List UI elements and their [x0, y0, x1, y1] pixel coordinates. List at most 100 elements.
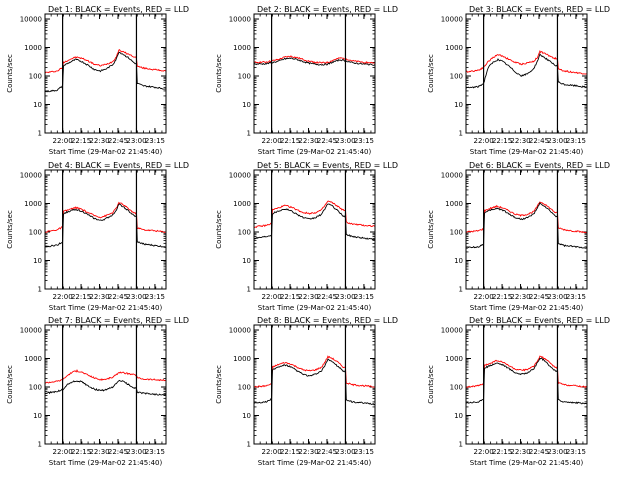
x-axis-label: Start Time (29-Mar-02 21:45:40) — [49, 459, 163, 467]
lld-series-line — [254, 200, 375, 228]
plot-area — [254, 55, 375, 66]
x-tick-label: 22:30 — [298, 448, 318, 456]
x-tick-label: 22:00 — [53, 448, 73, 456]
y-tick-label: 10000 — [229, 172, 251, 180]
y-tick-label: 100 — [238, 229, 251, 237]
x-tick-label: 22:00 — [53, 293, 73, 301]
x-tick-label: 22:45 — [108, 293, 128, 301]
plot-frame — [44, 169, 167, 290]
x-tick-label: 22:45 — [529, 137, 549, 145]
plot-frame — [253, 169, 376, 290]
x-tick-label: 23:15 — [354, 448, 374, 456]
plot-area — [45, 201, 166, 249]
y-tick-label: 10000 — [441, 327, 463, 335]
x-tick-label: 23:00 — [547, 448, 567, 456]
y-axis-label: Counts/sec — [427, 54, 435, 93]
chart-panel: Det 8: BLACK = Events, RED = LLD Counts/s… — [215, 316, 398, 467]
chart-title: Det 6: BLACK = Events, RED = LLD — [469, 161, 610, 170]
chart-title: Det 9: BLACK = Events, RED = LLD — [469, 316, 610, 325]
lld-series-line — [466, 49, 587, 75]
y-tick-label: 10 — [454, 412, 463, 420]
x-tick-label: 22:00 — [474, 137, 494, 145]
plot-area — [254, 355, 375, 406]
x-tick-label: 23:00 — [126, 448, 146, 456]
plot-area — [466, 49, 587, 89]
x-tick-label: 23:00 — [547, 293, 567, 301]
x-tick-label: 23:15 — [354, 137, 374, 145]
y-tick-label: 1000 — [24, 44, 42, 52]
x-tick-label: 22:30 — [510, 137, 530, 145]
x-tick-label: 22:15 — [71, 448, 91, 456]
lld-series-line — [45, 201, 166, 234]
y-tick-label: 10 — [454, 257, 463, 265]
events-series-line — [45, 203, 166, 249]
y-tick-label: 10000 — [20, 327, 42, 335]
y-tick-label: 1000 — [445, 355, 463, 363]
lld-series-line — [254, 355, 375, 388]
y-tick-label: 1000 — [445, 44, 463, 52]
x-tick-label: 22:00 — [474, 448, 494, 456]
plot-frame — [44, 13, 167, 134]
lld-series-line — [254, 55, 375, 64]
chart-panel: Det 1: BLACK = Events, RED = LLD Counts/s… — [6, 5, 189, 156]
y-tick-label: 100 — [29, 384, 42, 392]
y-tick-label: 100 — [29, 229, 42, 237]
y-tick-label: 1 — [459, 130, 463, 138]
x-axis-label: Start Time (29-Mar-02 21:45:40) — [49, 148, 163, 156]
x-tick-label: 22:30 — [89, 448, 109, 456]
lld-series-line — [45, 369, 166, 384]
y-tick-label: 10 — [33, 101, 42, 109]
y-tick-label: 1 — [459, 441, 463, 449]
x-tick-label: 23:00 — [126, 137, 146, 145]
x-tick-label: 22:30 — [89, 293, 109, 301]
x-tick-label: 23:15 — [566, 293, 586, 301]
y-tick-label: 10 — [242, 412, 251, 420]
chart-title: Det 2: BLACK = Events, RED = LLD — [257, 5, 398, 14]
events-series-line — [254, 358, 375, 406]
y-tick-label: 1000 — [445, 200, 463, 208]
y-tick-label: 1 — [247, 286, 251, 294]
y-axis-label: Counts/sec — [6, 365, 14, 404]
x-tick-label: 22:00 — [262, 448, 282, 456]
y-tick-label: 10000 — [20, 172, 42, 180]
y-axis-label: Counts/sec — [6, 54, 14, 93]
y-tick-label: 1000 — [233, 200, 251, 208]
chart-title: Det 4: BLACK = Events, RED = LLD — [48, 161, 189, 170]
events-series-line — [466, 357, 587, 405]
y-tick-label: 10 — [454, 101, 463, 109]
x-tick-label: 23:15 — [145, 137, 165, 145]
x-tick-label: 23:00 — [126, 293, 146, 301]
x-tick-label: 22:00 — [262, 293, 282, 301]
events-series-line — [45, 379, 166, 396]
chart-title: Det 5: BLACK = Events, RED = LLD — [257, 161, 398, 170]
y-tick-label: 1 — [38, 441, 42, 449]
x-tick-label: 22:45 — [317, 137, 337, 145]
x-axis-label: Start Time (29-Mar-02 21:45:40) — [470, 148, 584, 156]
chart-panel: Det 2: BLACK = Events, RED = LLD Counts/s… — [215, 5, 398, 156]
y-tick-label: 100 — [450, 229, 463, 237]
y-tick-label: 10000 — [20, 16, 42, 24]
plot-frame — [253, 13, 376, 134]
y-tick-label: 10000 — [229, 327, 251, 335]
plot-area — [45, 49, 166, 93]
x-tick-label: 22:45 — [108, 448, 128, 456]
x-tick-label: 22:00 — [262, 137, 282, 145]
y-axis-label: Counts/sec — [215, 365, 223, 404]
lld-series-line — [466, 201, 587, 234]
y-axis-label: Counts/sec — [427, 365, 435, 404]
lld-series-line — [466, 355, 587, 389]
plot-area — [466, 355, 587, 405]
x-tick-label: 22:45 — [529, 448, 549, 456]
chart-panel: Det 5: BLACK = Events, RED = LLD Counts/s… — [215, 161, 398, 312]
y-axis-label: Counts/sec — [215, 54, 223, 93]
x-tick-label: 22:45 — [317, 293, 337, 301]
x-tick-label: 22:45 — [108, 137, 128, 145]
y-tick-label: 10000 — [441, 172, 463, 180]
plot-area — [466, 201, 587, 249]
y-tick-label: 1000 — [233, 355, 251, 363]
chart-panel: Det 3: BLACK = Events, RED = LLD Counts/s… — [427, 5, 610, 156]
x-tick-label: 22:15 — [492, 448, 512, 456]
x-axis-label: Start Time (29-Mar-02 21:45:40) — [258, 148, 372, 156]
y-tick-label: 1000 — [24, 355, 42, 363]
